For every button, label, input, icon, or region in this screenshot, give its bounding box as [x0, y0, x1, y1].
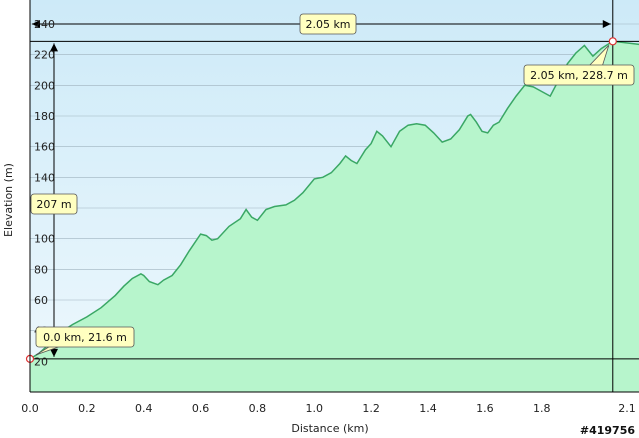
y-tick-label-0: 20 [34, 355, 48, 368]
y-tick-label-3: 80 [34, 263, 48, 276]
x-tick-label-7: 1.4 [419, 402, 437, 415]
x-tick-label-8: 1.6 [476, 402, 494, 415]
start-point-label: 0.0 km, 21.6 m [35, 326, 135, 356]
elevation-line [29, 40, 639, 360]
y-tick-label-8: 200 [34, 79, 55, 92]
x-tick-label-6: 1.2 [362, 402, 380, 415]
axes [29, 0, 639, 393]
x-tick-label-4: 0.8 [249, 402, 267, 415]
elevation-area [30, 41, 639, 393]
y-tick-label-6: 160 [34, 141, 55, 154]
x-tick-label-9: 1.8 [533, 402, 551, 415]
x-tick-label-10: 2.1 [618, 402, 636, 415]
x-tick-label-0: 0.0 [21, 402, 39, 415]
start-point-label-text: 0.0 km, 21.6 m [43, 331, 127, 344]
distance-label-text: 2.05 km [305, 18, 350, 31]
end-point-label-box [523, 64, 635, 86]
y-tick-label-7: 180 [34, 110, 55, 123]
annotations: 2.05 km 207 m 0.0 km, 21.6 m 2.05 km, 228.7… [30, 13, 635, 356]
y-tick-label-9: 220 [34, 49, 55, 62]
end-point-marker [608, 37, 617, 46]
y-tick-label-10: 240 [34, 18, 55, 31]
elevation-gain-label-text: 207 m [36, 198, 71, 211]
end-point-label-text: 2.05 km, 228.7 m [530, 69, 628, 82]
watermark-id: #419756 [580, 424, 635, 437]
x-axis-title: Distance (km) [291, 422, 368, 435]
x-tick-label-3: 0.6 [192, 402, 210, 415]
end-point-label: 2.05 km, 228.7 m [523, 45, 635, 86]
y-axis-title: Elevation (m) [2, 163, 15, 237]
y-tick-label-5: 140 [34, 171, 55, 184]
elevation-gain-label: 207 m [30, 193, 78, 215]
y-tick-label-4: 100 [34, 233, 55, 246]
x-tick-label-1: 0.2 [78, 402, 96, 415]
elevation-gain-label-box [30, 193, 78, 215]
x-tick-label-2: 0.4 [135, 402, 153, 415]
start-point-label-box [35, 326, 135, 348]
distance-label: 2.05 km [299, 13, 357, 35]
x-tick-label-5: 1.0 [306, 402, 324, 415]
distance-label-box [299, 13, 357, 35]
y-tick-label-2: 60 [34, 294, 48, 307]
